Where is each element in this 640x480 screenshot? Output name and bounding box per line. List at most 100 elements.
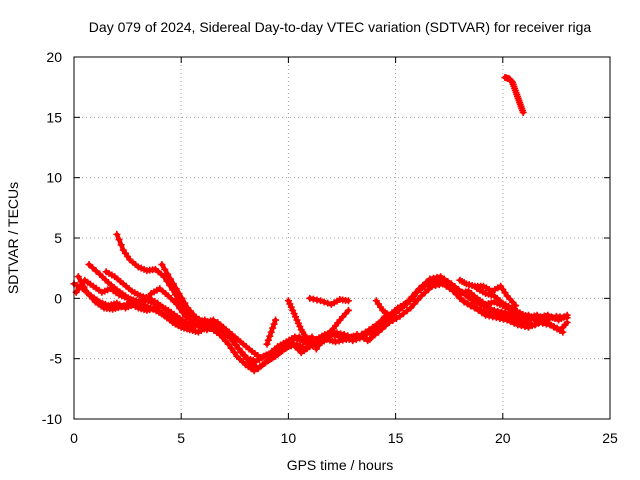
data-point: [460, 298, 468, 306]
data-point: [402, 299, 410, 307]
data-series: [70, 74, 571, 375]
data-point: [309, 295, 317, 303]
series-track-l: [312, 306, 352, 353]
y-tick-label: 20: [46, 49, 62, 65]
data-point: [74, 273, 82, 281]
data-point: [497, 308, 505, 316]
y-tick-label: 0: [54, 290, 62, 306]
x-axis-label: GPS time / hours: [287, 457, 394, 473]
data-point: [414, 296, 422, 304]
data-point: [422, 278, 430, 286]
data-point: [92, 267, 100, 275]
data-point: [232, 341, 240, 349]
x-tick-label: 0: [70, 430, 78, 446]
data-point: [369, 331, 377, 339]
data-point: [353, 331, 361, 339]
data-point: [264, 336, 272, 344]
data-point: [160, 273, 168, 281]
data-point: [115, 236, 123, 244]
data-point: [385, 318, 393, 326]
data-point: [77, 278, 85, 286]
data-point: [113, 230, 121, 238]
y-tick-label: -5: [50, 351, 63, 367]
data-point: [500, 315, 508, 323]
series-track-p: [473, 285, 567, 336]
x-tick-label: 25: [602, 430, 618, 446]
series-track-k: [306, 294, 352, 308]
x-tick-label: 15: [388, 430, 404, 446]
data-point: [318, 337, 326, 345]
data-point: [521, 322, 529, 330]
data-point: [512, 302, 520, 310]
data-point: [269, 324, 277, 332]
data-point: [437, 273, 445, 281]
data-point: [467, 302, 475, 310]
data-point: [287, 303, 295, 311]
data-point: [270, 320, 278, 328]
data-point: [471, 304, 479, 312]
data-point: [469, 297, 477, 305]
data-point: [80, 283, 88, 291]
data-point: [464, 300, 472, 308]
data-point: [492, 314, 500, 322]
data-point: [478, 309, 486, 317]
data-point: [366, 335, 374, 343]
data-point: [563, 311, 571, 319]
series-track-e: [113, 230, 237, 341]
data-point: [209, 316, 217, 324]
data-point: [172, 285, 180, 293]
data-point: [296, 322, 304, 330]
data-point: [475, 306, 483, 314]
series-track-q: [456, 276, 520, 310]
data-point: [429, 274, 437, 282]
series-track-j: [284, 297, 314, 346]
data-point: [417, 292, 425, 300]
data-point: [263, 340, 271, 348]
data-point: [357, 333, 365, 341]
data-point: [312, 345, 320, 353]
data-point: [315, 341, 323, 349]
data-point: [284, 297, 292, 305]
data-point: [514, 321, 522, 329]
series-track-r: [501, 74, 527, 117]
data-point: [503, 316, 511, 324]
data-point: [412, 289, 420, 297]
data-point: [333, 329, 341, 337]
data-point: [335, 337, 343, 345]
data-point: [410, 300, 418, 308]
chart-title: Day 079 of 2024, Sidereal Day-to-day VTE…: [89, 19, 592, 35]
data-point: [224, 340, 232, 348]
data-point: [293, 316, 301, 324]
data-point: [382, 322, 390, 330]
series-track-i: [263, 316, 280, 348]
data-point: [267, 328, 275, 336]
x-tick-label: 5: [177, 430, 185, 446]
data-point: [317, 297, 325, 305]
data-point: [444, 277, 452, 285]
data-point: [433, 273, 441, 281]
data-point: [517, 322, 525, 330]
data-point: [349, 332, 357, 340]
data-point: [489, 313, 497, 321]
data-point: [419, 281, 427, 289]
data-point: [485, 312, 493, 320]
x-tick-label: 20: [495, 430, 511, 446]
axis-ticks: 0 5 10 15 20 25 -10 -5 0 5 10 15 20: [42, 49, 618, 446]
data-point: [342, 335, 350, 343]
data-point: [528, 322, 536, 330]
data-point: [428, 282, 436, 290]
data-point: [362, 328, 370, 336]
data-point: [365, 326, 373, 334]
data-point: [139, 300, 147, 308]
data-point: [324, 299, 332, 307]
data-point: [399, 310, 407, 318]
data-point: [320, 298, 328, 306]
data-point: [89, 264, 97, 272]
data-point: [158, 261, 166, 269]
data-point: [346, 334, 354, 342]
data-point: [465, 294, 473, 302]
data-point: [286, 300, 294, 308]
data-point: [266, 332, 274, 340]
data-point: [344, 297, 352, 305]
data-point: [175, 290, 183, 298]
